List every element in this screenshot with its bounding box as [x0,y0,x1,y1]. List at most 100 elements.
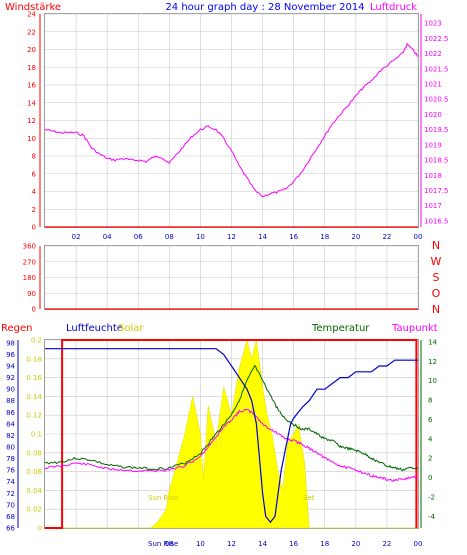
pressure-line [44,42,419,197]
temperatur-label: Temperatur [311,323,370,334]
axes: 0246810121416182022241016.510171017.5101… [6,11,448,549]
luftdruck-tick: 1022.5 [424,35,449,43]
humidity-tick: 76 [6,467,15,475]
sunrise-axis-marker: Sun Rise [148,540,178,548]
windstaerke-tick: 10 [27,135,36,143]
humidity-tick: 82 [6,432,15,440]
pressure-x-tick: 14 [258,233,267,241]
temperature-tick: -2 [428,493,435,501]
luftdruck-tick: 1020 [424,111,442,119]
humidity-tick: 74 [6,478,15,486]
solar-tick: 0.1 [31,431,42,439]
temperature-tick: -4 [428,513,436,521]
luftdruck-tick: 1023 [424,20,442,28]
temperature-line [44,364,419,472]
taupunkt-label: Taupunkt [391,323,438,334]
pressure-x-tick: 20 [351,233,360,241]
luftdruck-tick: 1021.5 [424,65,449,73]
luftdruck-tick: 1018 [424,172,442,180]
climate-x-tick: 08 [165,540,174,548]
humidity-tick: 84 [6,420,15,428]
temperature-tick: 14 [428,338,437,346]
temperature-tick: 2 [428,455,432,463]
humidity-tick: 90 [6,386,15,394]
humidity-tick: 86 [6,409,15,417]
humidity-tick: 78 [6,455,15,463]
direction-tick: 360 [23,243,36,251]
windstaerke-tick: 24 [27,11,36,19]
solar-area [45,338,418,529]
humidity-tick: 72 [6,490,15,498]
luftdruck-tick: 1019.5 [424,126,449,134]
pressure-x-tick: 02 [72,233,81,241]
luftdruck-tick: 1021 [424,80,442,88]
pressure-x-tick: 06 [134,233,143,241]
solar-tick: 0.02 [26,506,42,514]
regen-label: Regen [1,323,33,334]
humidity-tick: 68 [6,513,15,521]
climate-x-tick: 18 [320,540,329,548]
windstaerke-tick: 8 [32,153,36,161]
windstaerke-tick: 0 [32,224,36,232]
humidity-tick: 80 [6,444,15,452]
luftdruck-tick: 1018.5 [424,157,449,165]
windstaerke-tick: 12 [27,117,36,125]
humidity-tick: 98 [6,339,15,347]
climate-x-tick: 10 [196,540,205,548]
windstaerke-tick: 20 [27,46,36,54]
humidity-tick: 66 [6,525,15,533]
solar-tick: 0 [38,525,42,533]
luftdruck-tick: 1022 [424,50,442,58]
pressure-x-tick: 12 [227,233,236,241]
pressure-x-tick: 16 [289,233,298,241]
climate-x-tick: 22 [382,540,391,548]
windstaerke-tick: 18 [27,64,36,72]
solar-series [45,338,418,529]
compass-label: W [431,255,442,268]
luftdruck-tick: 1016.5 [424,217,449,225]
solar-tick: 0.12 [26,412,42,420]
humidity-tick: 96 [6,351,15,359]
pressure-x-tick: 08 [165,233,174,241]
luftdruck-label: Luftdruck [370,2,417,13]
windstaerke-tick: 4 [32,188,37,196]
solar-tick: 0.16 [26,374,42,382]
direction-tick: 180 [23,274,36,282]
windstaerke-label: Windstärke [5,2,61,13]
humidity-tick: 92 [6,374,15,382]
direction-tick: 90 [27,290,36,298]
compass-label: N [432,303,440,316]
temperature-tick: 10 [428,377,437,385]
chart-title: 24 hour graph day : 28 November 2014 [165,2,364,13]
direction-tick: 270 [23,258,36,266]
temperature-tick: 6 [428,416,433,424]
pressure-x-tick: 18 [320,233,329,241]
sunrise-marker: Sun Rise [148,494,178,502]
climate-x-tick: 12 [227,540,236,548]
windstaerke-tick: 14 [27,99,36,107]
temperature-tick: 12 [428,358,437,366]
temperature-tick: 4 [428,435,433,443]
windstaerke-tick: 2 [32,206,36,214]
pressure-x-tick: 10 [196,233,205,241]
luftdruck-tick: 1017 [424,202,442,210]
pressure-x-tick: 22 [382,233,391,241]
pressure-x-tick: 00 [414,233,423,241]
luftdruck-tick: 1017.5 [424,187,449,195]
humidity-tick: 94 [6,363,15,371]
temperature-tick: 8 [428,397,432,405]
humidity-tick: 70 [6,501,15,509]
climate-x-tick: 00 [414,540,423,548]
solar-label: Solar [118,323,144,334]
rain-line [45,339,418,529]
solar-tick: 0.18 [26,355,42,363]
climate-x-tick: 20 [351,540,360,548]
solar-tick: 0.14 [26,393,42,401]
compass-label: O [432,287,441,300]
climate-x-tick: 14 [258,540,267,548]
compass-label: N [432,239,440,252]
compass-label: S [433,271,440,284]
luftdruck-tick: 1019 [424,141,442,149]
